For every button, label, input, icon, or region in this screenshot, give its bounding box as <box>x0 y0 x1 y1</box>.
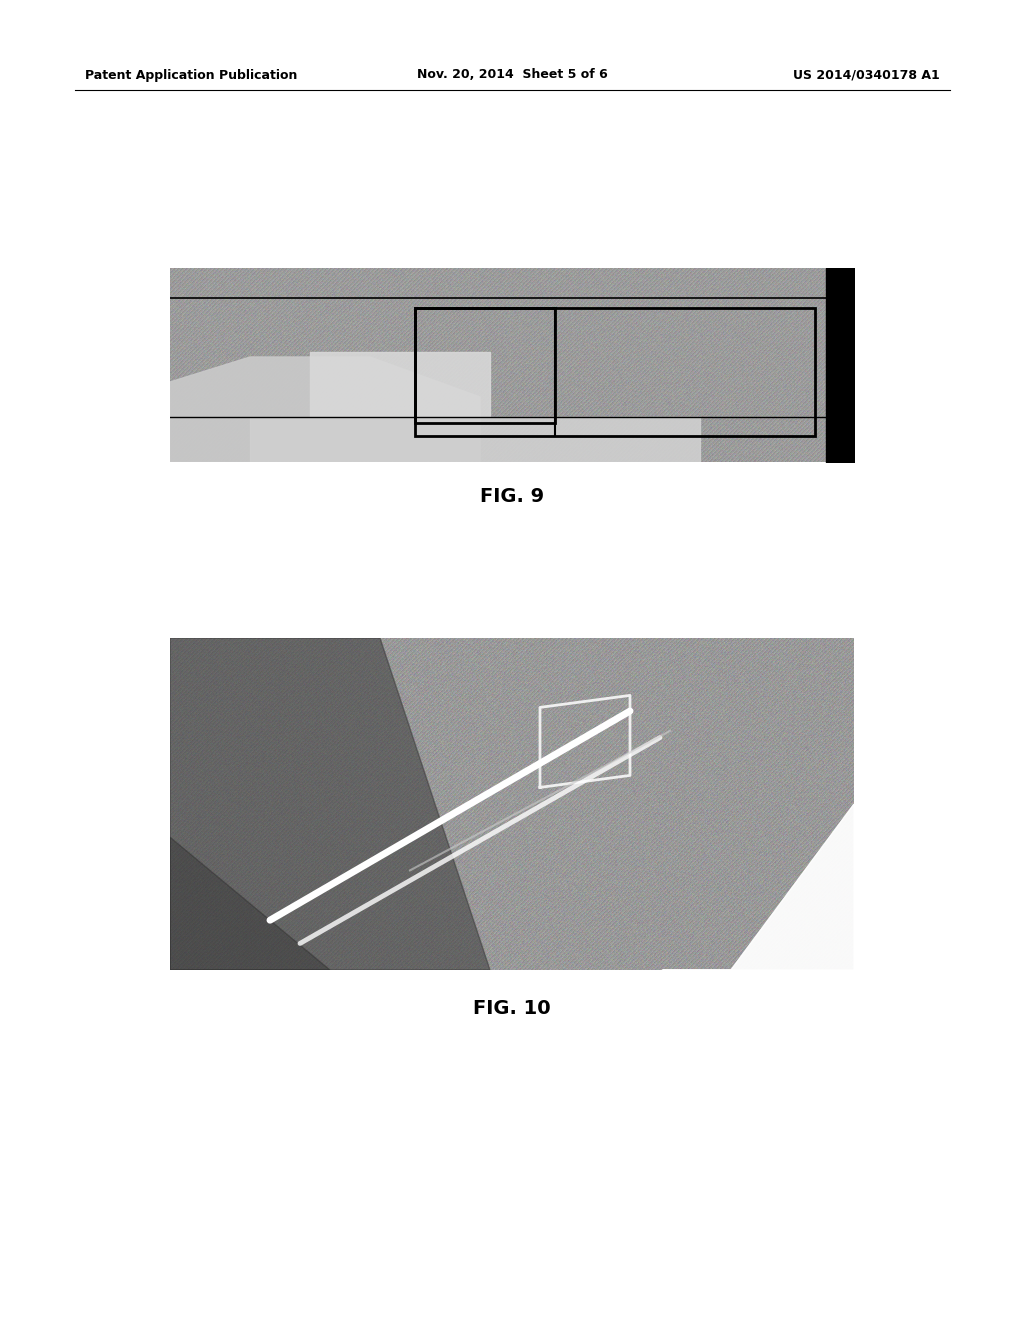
Polygon shape <box>663 804 854 970</box>
Text: Patent Application Publication: Patent Application Publication <box>85 69 297 82</box>
Bar <box>415 308 815 436</box>
Polygon shape <box>170 638 490 970</box>
Polygon shape <box>310 352 490 417</box>
Polygon shape <box>170 356 480 462</box>
Text: FIG. 9: FIG. 9 <box>480 487 544 507</box>
Text: FIG. 10: FIG. 10 <box>473 998 551 1018</box>
Bar <box>415 308 555 422</box>
Polygon shape <box>170 837 330 970</box>
Polygon shape <box>250 417 700 462</box>
Text: Nov. 20, 2014  Sheet 5 of 6: Nov. 20, 2014 Sheet 5 of 6 <box>417 69 607 82</box>
Text: US 2014/0340178 A1: US 2014/0340178 A1 <box>794 69 940 82</box>
